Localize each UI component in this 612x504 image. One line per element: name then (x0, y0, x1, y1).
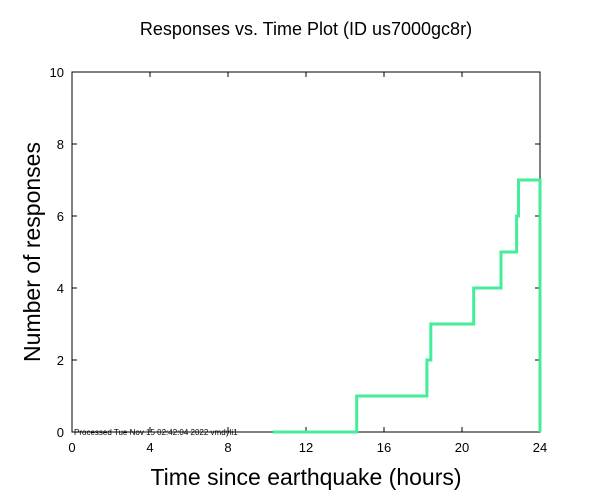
y-axis-label: Number of responses (19, 142, 45, 362)
chart-title: Responses vs. Time Plot (ID us7000gc8r) (140, 19, 472, 39)
y-tick-label-1: 2 (57, 353, 64, 368)
plot-frame (71, 71, 541, 433)
x-tick-label-6: 24 (533, 440, 547, 455)
y-tick-label-5: 10 (50, 65, 64, 80)
x-axis-label: Time since earthquake (hours) (150, 464, 461, 490)
y-tick-label-4: 8 (57, 137, 64, 152)
processed-annotation: Processed Tue Nov 15 02:42:04 2022 vmdyl… (74, 428, 238, 437)
y-tick-label-0: 0 (57, 425, 64, 440)
x-tick-label-5: 20 (455, 440, 469, 455)
x-tick-label-0: 0 (68, 440, 75, 455)
x-tick-label-4: 16 (377, 440, 391, 455)
x-tick-label-2: 8 (224, 440, 231, 455)
x-tick-label-3: 12 (299, 440, 313, 455)
y-tick-label-3: 6 (57, 209, 64, 224)
series-group (272, 178, 542, 434)
x-tick-label-1: 4 (146, 440, 153, 455)
series-line-responses (272, 178, 542, 434)
y-tick-label-2: 4 (57, 281, 64, 296)
